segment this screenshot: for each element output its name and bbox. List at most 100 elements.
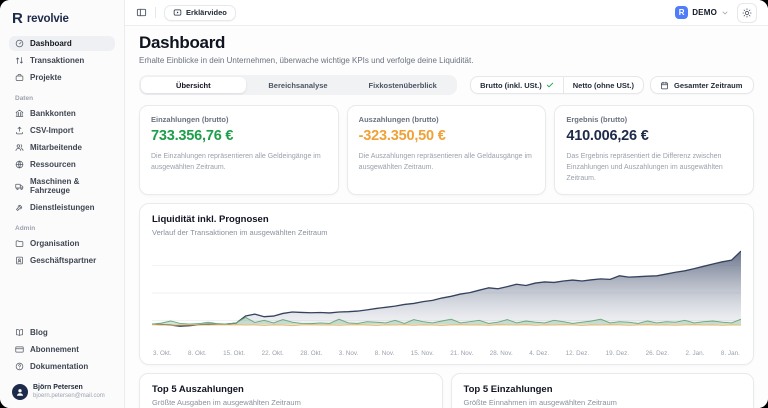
chevron-down-icon (722, 11, 728, 14)
sidebar-section-admin: Admin (15, 225, 36, 232)
x-axis-label: 2. Jan. (685, 349, 705, 357)
kpi-value: -323.350,50 € (358, 128, 446, 144)
user-email: bjoern.petersen@mail.com (33, 392, 105, 399)
user-avatar (12, 383, 28, 400)
page-title: Dashboard (139, 33, 226, 52)
sidebar-item-label: Transaktionen (30, 56, 85, 65)
card-title: Top 5 Auszahlungen (152, 383, 244, 395)
workspace-switcher[interactable]: R DEMO (675, 6, 729, 19)
workspace-avatar: R (675, 6, 689, 19)
sidebar-item-label: Organisation (30, 239, 80, 248)
topbar-divider (155, 7, 156, 18)
date-range-button[interactable]: Gesamter Zeitraum (650, 76, 754, 94)
video-play-icon (173, 9, 182, 16)
sidebar-item-label: Geschäftspartner (30, 256, 97, 265)
x-axis-label: 3. Nov. (338, 349, 359, 357)
sidebar-item-dienstleistungen[interactable]: Dienstleistungen (9, 200, 115, 215)
sidebar-item-label: Dashboard (30, 39, 72, 48)
theme-toggle-button[interactable] (737, 2, 757, 23)
vat-option-brutto[interactable]: Brutto (inkl. USt.) (471, 77, 563, 93)
x-axis-label: 4. Dez. (529, 349, 550, 357)
liquidity-area-chart[interactable] (152, 245, 741, 347)
sidebar-item-label: Dokumentation (30, 361, 89, 371)
x-axis-label: 15. Okt. (223, 349, 246, 357)
sidebar-toggle-button[interactable] (136, 7, 147, 18)
app-logo: R revolvie (9, 11, 115, 26)
sidebar-item-geschaeftspartner[interactable]: Geschäftspartner (9, 253, 115, 268)
globe-icon (15, 160, 24, 169)
users-icon (15, 144, 24, 151)
sidebar-item-label: Projekte (30, 73, 62, 82)
card-title: Top 5 Einzahlungen (463, 383, 553, 395)
help-circle-icon (15, 362, 24, 370)
briefcase-icon (15, 74, 24, 81)
wrench-icon (16, 204, 23, 211)
vat-brutto-label: Brutto (inkl. USt.) (480, 80, 542, 90)
view-tabs: Übersicht Bereichsanalyse Fixkostenüberb… (139, 75, 457, 95)
topbar: Erklärvideo R DEMO (125, 0, 768, 26)
sidebar-item-blog[interactable]: Blog (9, 325, 115, 340)
sidebar-item-mitarbeitende[interactable]: Mitarbeitende (9, 140, 115, 155)
topbar-right: R DEMO (675, 2, 757, 23)
top5-auszahlungen-card: Top 5 Auszahlungen Größte Ausgaben im au… (139, 372, 443, 408)
sidebar-item-transaktionen[interactable]: Transaktionen (9, 53, 115, 68)
page-content: Dashboard Erhalte Einblicke in dein Unte… (125, 26, 768, 408)
kpi-card-auszahlungen: Auszahlungen (brutto) -323.350,50 € Die … (346, 105, 547, 195)
tab-uebersicht[interactable]: Übersicht (141, 77, 246, 93)
sidebar-item-label: CSV-Import (30, 126, 74, 135)
kpi-label: Ergebnis (brutto) (566, 115, 628, 124)
sidebar-item-bankkonten[interactable]: Bankkonten (9, 106, 115, 121)
user-menu[interactable]: Björn Petersen bjoern.petersen@mail.com (9, 376, 115, 400)
vat-option-netto[interactable]: Netto (ohne USt.) (562, 77, 643, 93)
upload-icon (16, 126, 23, 135)
sun-icon (742, 7, 752, 18)
page-subtitle: Erhalte Einblicke in dein Unternehmen, ü… (139, 56, 474, 65)
sidebar-item-label: Dienstleistungen (30, 203, 95, 212)
x-axis-label: 28. Nov. (489, 349, 513, 357)
logo-text: revolvie (26, 12, 69, 25)
date-range-label: Gesamter Zeitraum (674, 80, 743, 90)
sidebar-item-label: Abonnement (30, 344, 79, 354)
logo-mark-icon: R (12, 10, 23, 27)
sidebar: R revolvie Dashboard Transaktionen Proje… (0, 0, 125, 408)
calendar-icon (661, 81, 668, 89)
x-axis-label: 21. Nov. (450, 349, 474, 357)
x-axis-label: 26. Dez. (645, 349, 670, 357)
sidebar-item-label: Maschinen & Fahrzeuge (30, 177, 80, 195)
check-icon (546, 82, 553, 88)
sidebar-item-maschinen-fahrzeuge[interactable]: Maschinen & Fahrzeuge (9, 174, 115, 198)
user-name: Björn Petersen (33, 383, 83, 391)
sidebar-item-label: Ressourcen (30, 160, 76, 169)
sidebar-item-organisation[interactable]: Organisation (9, 236, 115, 251)
kpi-label: Auszahlungen (brutto) (358, 115, 439, 124)
card-subtitle: Größte Einnahmen im ausgewählten Zeitrau… (463, 397, 617, 407)
x-axis-label: 28. Okt. (300, 349, 323, 357)
x-axis-label: 3. Okt. (153, 349, 172, 357)
vat-netto-label: Netto (ohne USt.) (572, 80, 634, 90)
sidebar-item-projekte[interactable]: Projekte (9, 70, 115, 85)
tab-fixkostenueberblick[interactable]: Fixkostenüberblick (368, 80, 437, 90)
erklaervideo-button[interactable]: Erklärvideo (164, 4, 236, 21)
sidebar-item-abonnement[interactable]: Abonnement (9, 342, 115, 357)
kpi-row: Einzahlungen (brutto) 733.356,76 € Die E… (139, 105, 755, 195)
top5-einzahlungen-card: Top 5 Einzahlungen Größte Einnahmen im a… (450, 372, 754, 408)
x-axis-label: 15. Nov. (410, 349, 434, 357)
sidebar-item-ressourcen[interactable]: Ressourcen (9, 157, 115, 172)
chart-x-axis: 3. Okt. 8. Okt. 15. Okt. 22. Okt. 28. Okt. 3.… (152, 350, 741, 357)
vat-toggle: Brutto (inkl. USt.) Netto (ohne USt.) (470, 76, 644, 94)
person-icon (16, 388, 24, 396)
sidebar-item-label: Bankkonten (30, 109, 76, 118)
erklaervideo-label: Erklärvideo (186, 8, 227, 17)
card-subtitle: Größte Ausgaben im ausgewählten Zeitraum (152, 397, 301, 407)
sidebar-item-csv-import[interactable]: CSV-Import (9, 123, 115, 138)
kpi-description: Das Ergebnis repräsentiert die Differenz… (566, 153, 723, 182)
sidebar-item-dokumentation[interactable]: Dokumentation (9, 359, 115, 374)
kpi-description: Die Auszahlungen repräsentieren alle Gel… (358, 153, 532, 171)
arrows-up-down-icon (16, 57, 23, 64)
kpi-card-ergebnis: Ergebnis (brutto) 410.006,26 € Das Ergeb… (554, 105, 755, 195)
kpi-value: 733.356,76 € (151, 128, 234, 144)
truck-icon (15, 183, 24, 190)
sidebar-item-dashboard[interactable]: Dashboard (9, 36, 115, 51)
kpi-value: 410.006,26 € (566, 128, 649, 144)
tab-bereichsanalyse[interactable]: Bereichsanalyse (268, 80, 328, 90)
